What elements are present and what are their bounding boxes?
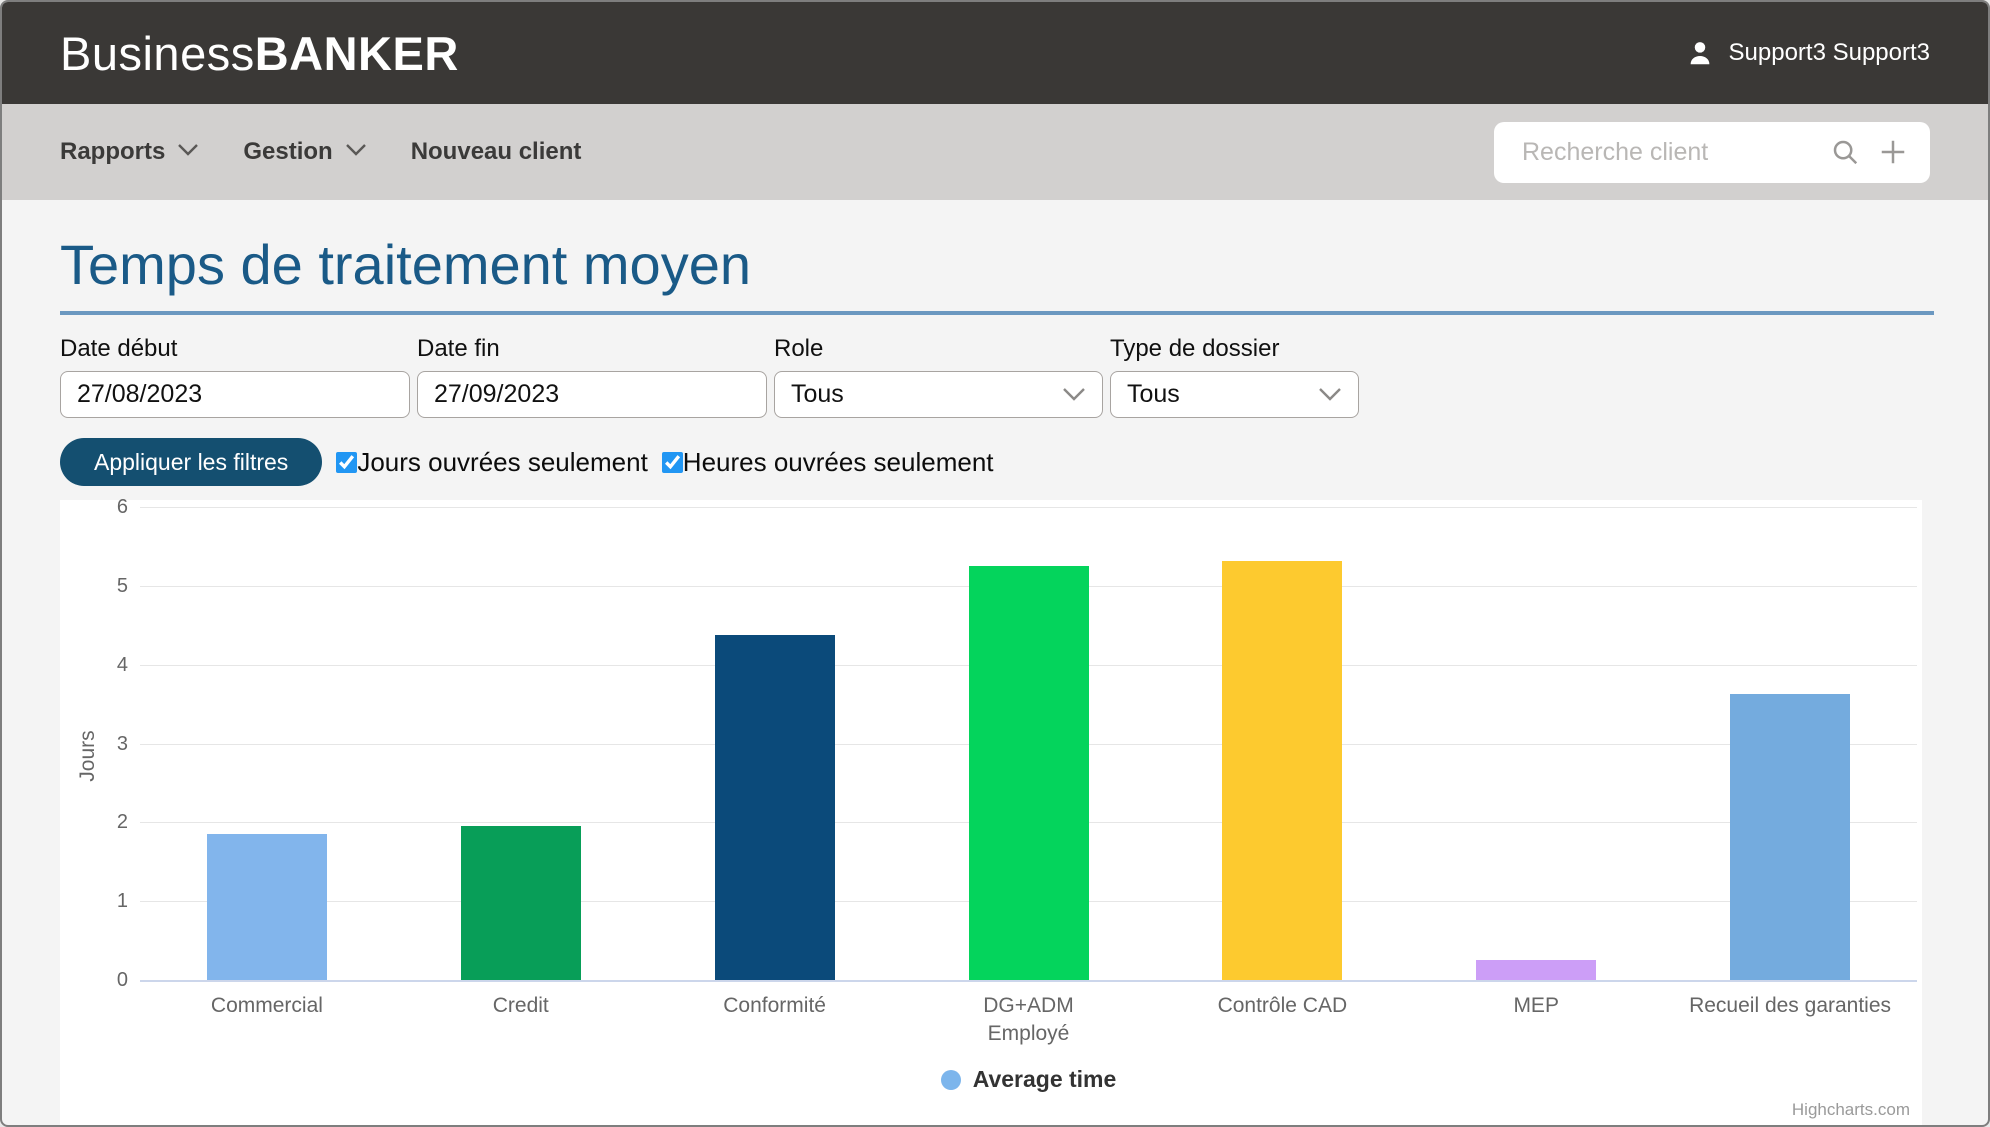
x-axis-category-label: DG+ADM [983, 994, 1074, 1017]
business-days-checkbox[interactable] [336, 451, 358, 473]
search-placeholder: Recherche client [1522, 137, 1709, 166]
business-days-label[interactable]: Jours ouvrées seulement [357, 446, 648, 477]
x-axis-category-label: Conformité [723, 994, 826, 1017]
x-axis-category-label: MEP [1513, 994, 1559, 1017]
nav-item-gestion[interactable]: Gestion [243, 138, 366, 166]
nav-item-nouveau-client[interactable]: Nouveau client [411, 138, 582, 166]
x-axis-category-label: Credit [492, 994, 549, 1017]
date-start-field: Date début [60, 335, 410, 418]
user-name: Support3 Support3 [1728, 39, 1930, 66]
legend-item-average-time[interactable]: Average time [140, 1066, 1917, 1093]
chart-bar-dg-adm[interactable] [968, 566, 1089, 980]
chevron-down-icon [345, 143, 367, 162]
date-end-input[interactable] [417, 371, 767, 418]
dossier-type-select[interactable]: Tous [1110, 371, 1359, 418]
chart-bar-credit[interactable] [460, 826, 581, 980]
gridline [140, 507, 1917, 509]
y-axis-tick-label: 5 [116, 575, 128, 597]
x-axis-category-label: Contrôle CAD [1217, 994, 1348, 1017]
date-start-label: Date début [60, 335, 178, 362]
brand-logo: BusinessBANKER [60, 26, 459, 81]
chevron-down-icon [177, 143, 199, 162]
add-client-icon[interactable] [1878, 137, 1908, 167]
x-axis-category-label: Recueil des garanties [1689, 994, 1892, 1017]
y-axis-tick-label: 3 [116, 732, 128, 755]
legend-marker-icon [940, 1069, 961, 1090]
role-field: Role Tous [774, 335, 1103, 418]
business-hours-label[interactable]: Heures ouvrées seulement [682, 446, 994, 477]
search-icon[interactable] [1830, 137, 1860, 167]
role-label: Role [774, 335, 824, 362]
client-search-box[interactable]: Recherche client [1494, 121, 1930, 183]
y-axis-tick-label: 1 [116, 890, 128, 913]
nav-item-rapports[interactable]: Rapports [60, 138, 199, 166]
nav-bar: Rapports Gestion Nouveau client Recherch… [2, 104, 1988, 200]
title-underline [60, 311, 1934, 315]
y-axis-tick-label: 4 [116, 653, 128, 676]
dossier-type-select-value: Tous [1127, 380, 1180, 408]
filters-row: Date début Date fin Role Tous Type de do… [60, 335, 1930, 418]
dossier-type-label: Type de dossier [1110, 335, 1280, 362]
x-axis-category-label: Commercial [210, 994, 323, 1017]
business-hours-checkbox-group: Heures ouvrées seulement [661, 446, 994, 478]
chevron-down-icon [1062, 380, 1086, 409]
apply-filters-button[interactable]: Appliquer les filtres [60, 438, 323, 486]
business-hours-checkbox[interactable] [661, 451, 683, 473]
dossier-type-field: Type de dossier Tous [1110, 335, 1359, 418]
chart-bar-recueil-des-garanties[interactable] [1730, 693, 1851, 980]
chevron-down-icon [1318, 380, 1342, 409]
top-header: BusinessBANKER Support3 Support3 [2, 2, 1988, 104]
chart-bar-commercial[interactable] [206, 834, 327, 980]
x-axis-line [140, 980, 1917, 982]
chart-bar-contr-le-cad[interactable] [1222, 560, 1343, 980]
date-end-label: Date fin [417, 335, 500, 362]
role-select[interactable]: Tous [774, 371, 1103, 418]
user-icon [1685, 38, 1715, 68]
actions-row: Appliquer les filtres Jours ouvrées seul… [60, 438, 1930, 486]
nav-items: Rapports Gestion Nouveau client [60, 138, 581, 166]
chart-bar-conformit-[interactable] [714, 634, 835, 980]
nav-item-nouveau-client-label: Nouveau client [410, 138, 582, 165]
business-days-checkbox-group: Jours ouvrées seulement [336, 446, 648, 478]
date-start-input[interactable] [60, 371, 410, 418]
y-axis-tick-label: 0 [116, 969, 128, 991]
highcharts-credits-link[interactable]: Highcharts.com [1791, 1100, 1910, 1119]
legend-label: Average time [972, 1066, 1117, 1092]
page-title: Temps de traitement moyen [60, 233, 751, 296]
role-select-value: Tous [791, 380, 844, 408]
x-axis-title: Employé [987, 1022, 1070, 1045]
nav-item-gestion-label: Gestion [243, 138, 333, 165]
user-menu[interactable]: Support3 Support3 [1685, 38, 1930, 68]
y-axis-tick-label: 6 [116, 496, 128, 519]
average-time-chart: Jours Employé Average time Highcharts.co… [60, 496, 1922, 1125]
y-axis-tick-label: 2 [116, 811, 128, 834]
date-end-field: Date fin [417, 335, 767, 418]
main-content: Temps de traitement moyen Date début Dat… [2, 200, 1988, 1125]
nav-item-rapports-label: Rapports [60, 138, 166, 165]
brand-bold: BANKER [254, 26, 459, 80]
brand-regular: Business [60, 26, 255, 80]
chart-bar-mep[interactable] [1476, 959, 1597, 980]
